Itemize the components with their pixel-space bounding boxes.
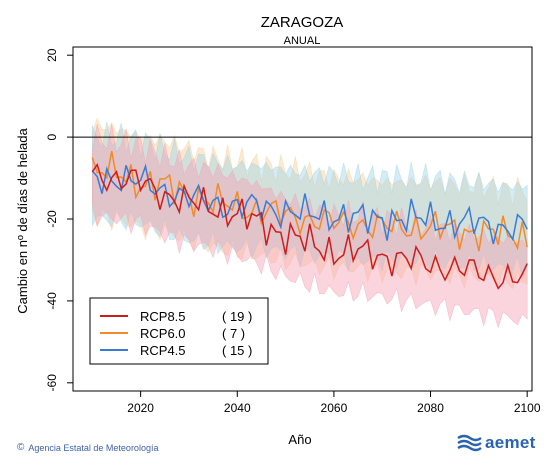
chart-subtitle: ANUAL bbox=[284, 35, 321, 47]
legend-label-rcp60: RCP6.0 bbox=[140, 326, 186, 341]
chart-title: ZARAGOZA bbox=[261, 14, 344, 31]
legend-label-rcp85: RCP8.5 bbox=[140, 309, 186, 324]
x-tick-label-2040: 2040 bbox=[224, 401, 251, 415]
y-tick-label--60: -60 bbox=[45, 374, 59, 392]
footer-credit: © Agencia Estatal de Meteorología bbox=[17, 442, 158, 453]
legend-label-rcp45: RCP4.5 bbox=[140, 343, 186, 358]
x-tick-label-2020: 2020 bbox=[127, 401, 154, 415]
aemet-wordmark: aemet bbox=[485, 433, 536, 452]
x-tick-label-2080: 2080 bbox=[417, 401, 444, 415]
y-tick-label-0: 0 bbox=[45, 133, 59, 140]
aemet-logo: aemet bbox=[456, 433, 536, 453]
legend-count-rcp85: ( 19 ) bbox=[222, 309, 252, 324]
x-tick-label-2100: 2100 bbox=[514, 401, 541, 415]
legend-box bbox=[89, 297, 269, 365]
footer-credit-text: Agencia Estatal de Meteorología bbox=[28, 442, 159, 453]
series-line-rcp85 bbox=[91, 162, 528, 290]
series-line-rcp45 bbox=[91, 163, 528, 245]
copyright-icon: © bbox=[17, 442, 25, 453]
y-tick-label--40: -40 bbox=[45, 292, 59, 310]
y-tick-label--20: -20 bbox=[45, 210, 59, 228]
y-axis-label: Cambio en nº de días de helada bbox=[15, 128, 30, 314]
legend: RCP8.5 ( 19 ) RCP6.0 ( 7 ) RCP4.5 ( 15 ) bbox=[89, 297, 269, 365]
legend-count-rcp60: ( 7 ) bbox=[222, 326, 245, 341]
x-axis-label: Año bbox=[288, 432, 311, 447]
aemet-wave-icon bbox=[457, 434, 482, 452]
y-tick-label-20: 20 bbox=[45, 48, 59, 62]
legend-count-rcp45: ( 15 ) bbox=[222, 343, 252, 358]
x-tick-label-2060: 2060 bbox=[321, 401, 348, 415]
